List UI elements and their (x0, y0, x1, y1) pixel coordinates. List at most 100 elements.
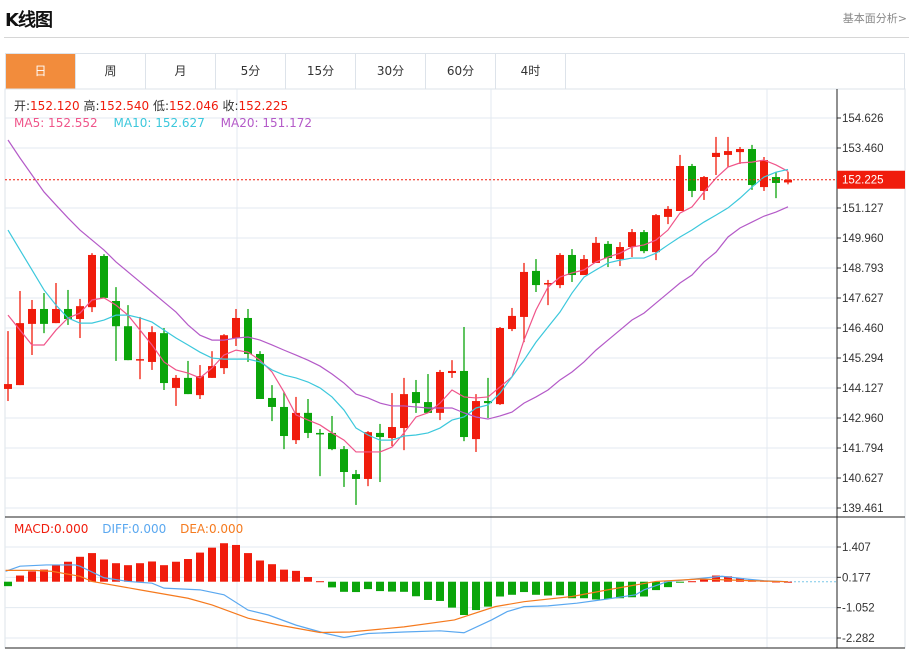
candle-down (532, 270, 540, 286)
candle-up (676, 165, 684, 211)
tab-day[interactable]: 日 (6, 54, 76, 89)
candle-up (4, 384, 12, 389)
tab-week[interactable]: 周 (76, 54, 146, 89)
macd-y-tick-label: 0.177 (842, 572, 871, 584)
y-tick-label: 151.127 (842, 203, 884, 215)
candle-up (448, 370, 456, 374)
macd-bar (640, 581, 648, 597)
macd-bar (496, 581, 504, 597)
candle-up (232, 317, 240, 339)
macd-bar (568, 581, 576, 599)
candle-down (124, 326, 132, 361)
close-value: 152.225 (238, 99, 289, 113)
macd-bar (616, 581, 624, 599)
candle-up (580, 259, 588, 276)
candle-up (736, 149, 744, 153)
tab-60min[interactable]: 60分 (426, 54, 496, 89)
macd-bar (244, 553, 252, 582)
candle-down (340, 449, 348, 473)
macd-bar (532, 581, 540, 595)
ma20-legend: MA20: 151.172 (220, 116, 312, 130)
tab-5min[interactable]: 5分 (216, 54, 286, 89)
candle-down (40, 308, 48, 324)
candle-up (508, 315, 516, 330)
macd-bar (256, 560, 264, 582)
macd-bar (412, 581, 420, 597)
macd-bar (208, 547, 216, 582)
macd-bar (472, 581, 480, 611)
y-tick-label: 139.461 (842, 503, 884, 515)
macd-bar (148, 561, 156, 582)
macd-bar (712, 575, 720, 582)
macd-bar (676, 581, 684, 583)
tab-30min[interactable]: 30分 (356, 54, 426, 89)
macd-bar (340, 581, 348, 592)
candle-up (388, 427, 396, 439)
y-tick-label: 148.793 (842, 263, 884, 275)
macd-bar (136, 563, 144, 582)
macd-bar (436, 581, 444, 601)
macd-bar (328, 581, 336, 588)
candle-up (88, 254, 96, 308)
macd-bar (64, 561, 72, 582)
candle-up (28, 308, 36, 324)
candle-up (472, 401, 480, 440)
tab-4hour[interactable]: 4时 (496, 54, 566, 89)
candle-down (772, 177, 780, 183)
macd-bar (196, 552, 204, 582)
macd-bar (400, 581, 408, 592)
macd-bar (388, 581, 396, 592)
ma5-legend: MA5: 152.552 (14, 116, 98, 130)
candle-down (316, 432, 324, 435)
macd-bar (184, 559, 192, 582)
tab-month[interactable]: 月 (146, 54, 216, 89)
candle-up (496, 328, 504, 405)
macd-bar (484, 581, 492, 607)
y-tick-label: 141.794 (842, 443, 884, 455)
candle-up (220, 335, 228, 369)
page-title: K线图 (5, 10, 53, 31)
ma10-line (7, 168, 789, 441)
macd-bar (76, 556, 84, 582)
candle-down (280, 406, 288, 437)
candle-up (664, 208, 672, 217)
candle-up (592, 242, 600, 263)
candle-down (640, 232, 648, 252)
ma20-line (7, 139, 789, 420)
macd-bar (376, 581, 384, 592)
candle-up (148, 332, 156, 362)
y-tick-label: 140.627 (842, 473, 884, 485)
macd-bar (700, 578, 708, 582)
macd-bar (316, 581, 324, 583)
macd-bar (520, 581, 528, 593)
y-tick-label: 142.960 (842, 413, 884, 425)
macd-bar (40, 569, 48, 582)
tab-15min[interactable]: 15分 (286, 54, 356, 89)
candle-up (436, 371, 444, 413)
ma10-legend: MA10: 152.627 (113, 116, 205, 130)
macd-bar (304, 577, 312, 582)
candle-down (604, 243, 612, 259)
fundamental-analysis-link[interactable]: 基本面分析> (842, 12, 907, 25)
candle-down (100, 255, 108, 298)
macd-bar (112, 563, 120, 582)
candle-down (748, 149, 756, 186)
candle-down (460, 370, 468, 438)
candle-up (364, 432, 372, 479)
macd-bar (448, 581, 456, 608)
macd-bar (688, 581, 696, 583)
high-value: 152.540 (99, 99, 150, 113)
candle-down (484, 401, 492, 404)
current-price-label: 152.225 (842, 175, 884, 187)
macd-bar (364, 581, 372, 590)
candle-down (688, 165, 696, 191)
macd-y-tick-label: -1.052 (842, 603, 875, 615)
macd-bar (124, 565, 132, 582)
macd-y-tick-label: -2.282 (842, 633, 875, 645)
diff-legend-value: DIFF:0.000 (102, 522, 167, 536)
header-divider (4, 37, 909, 38)
dea-legend-value: DEA:0.000 (180, 522, 244, 536)
candle-down (412, 392, 420, 404)
candle-up (16, 323, 24, 386)
